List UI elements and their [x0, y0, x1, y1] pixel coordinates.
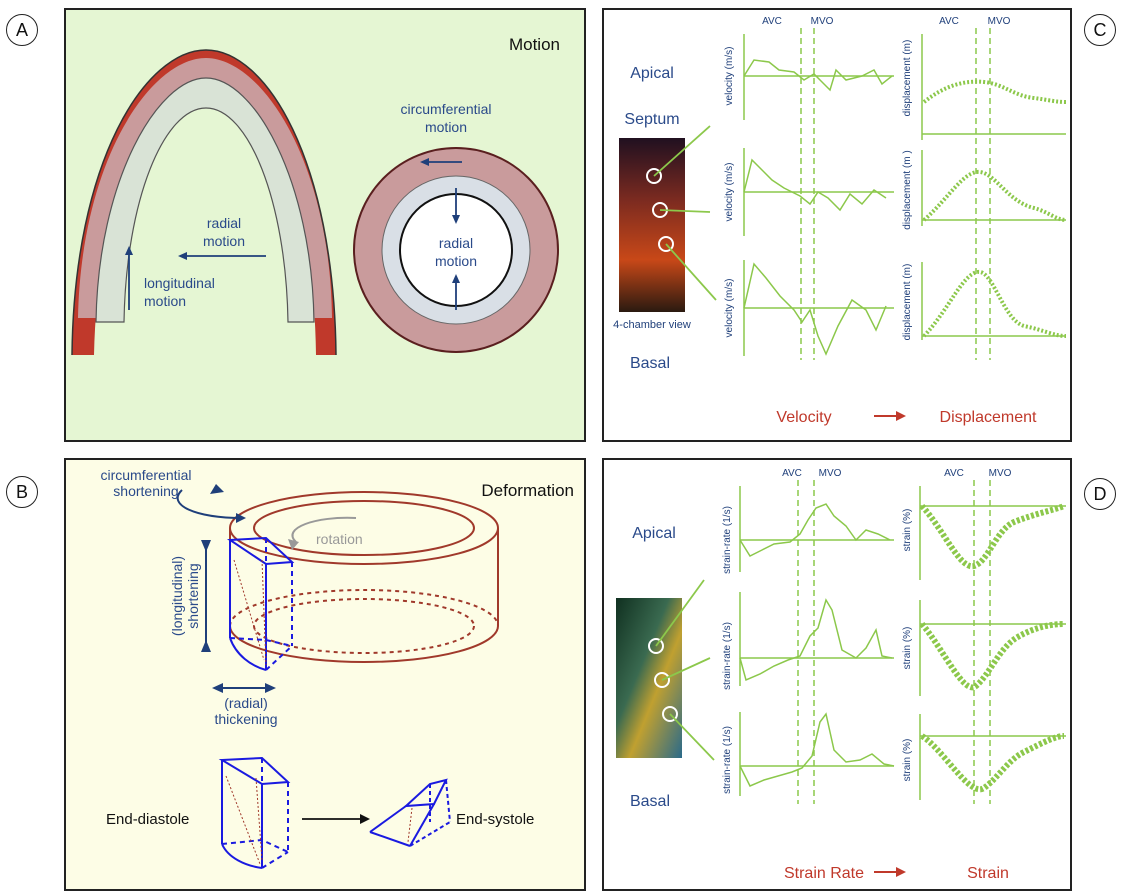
basal-label-d: Basal [630, 793, 670, 810]
velocity-displacement-chart: AVC MVO AVC MVO Apical Septum Basal 4-ch… [613, 16, 1067, 426]
longitudinal-motion-label-2: motion [144, 293, 186, 309]
event-markers-right [797, 480, 991, 804]
velocity-footer-label: Velocity [776, 409, 831, 426]
circumferential-shortening-label-2: shortening [113, 483, 178, 499]
panel-c-velocity-displacement: AVC MVO AVC MVO Apical Septum Basal 4-ch… [602, 8, 1072, 442]
cylinder-outer-top [229, 491, 499, 565]
motion-diagram: Motion radial motion longitudinal motion… [71, 35, 560, 356]
circumferential-shortening-arrow [176, 489, 243, 519]
longitudinal-shortening-label: (longitudinal) [169, 556, 185, 636]
displacement-axes [921, 34, 1066, 340]
deformation-diagram: Deformation rotation circumferen [100, 467, 574, 869]
strain-footer-label: Strain [967, 865, 1009, 882]
panel-d-badge: D [1084, 478, 1116, 510]
avc-label-left-d: AVC [782, 468, 802, 479]
velocity-axis-label-2: velocity (m/s) [724, 163, 735, 222]
panel-c-badge: C [1084, 14, 1116, 46]
panel-a-badge: A [6, 14, 38, 46]
displacement-axis-label-1: displacement (m) [902, 40, 913, 117]
apical-label-d: Apical [632, 525, 676, 542]
radial-thickening-label-2: thickening [214, 711, 277, 727]
avc-label-right: AVC [939, 16, 959, 27]
displacement-axis-label-2: displacement (m ) [902, 150, 913, 229]
myocardium-wall [78, 58, 332, 318]
event-markers-left [800, 28, 991, 360]
longitudinal-motion-label: longitudinal [144, 275, 215, 291]
avc-label-right-d: AVC [944, 468, 964, 479]
strain-axis-label-1: strain (%) [902, 509, 913, 552]
panel-a-title: Motion [509, 35, 560, 54]
radial-motion-label-2: motion [203, 233, 245, 249]
cylinder-outer-bottom [229, 625, 499, 663]
apical-label: Apical [630, 65, 674, 82]
circumferential-shortening-label: circumferential [100, 467, 191, 483]
endocardium-layer [95, 77, 315, 323]
strain-axis-label-3: strain (%) [902, 739, 913, 782]
strain-traces [919, 503, 1066, 793]
strain-rate-axis-label-3: strain-rate (1/s) [722, 726, 733, 794]
cylinder-inner-top [253, 500, 475, 556]
strain-rate-footer-label: Strain Rate [784, 865, 864, 882]
echo-image-strain [616, 598, 682, 758]
panel-b-title: Deformation [481, 481, 574, 500]
longitudinal-shortening-label-2: shortening [185, 563, 201, 628]
echo-image-4-chamber [619, 138, 685, 312]
mvo-label-right: MVO [988, 16, 1011, 27]
strain-axis-label-2: strain (%) [902, 627, 913, 670]
radial-center-label-2: motion [435, 253, 477, 269]
radial-motion-label: radial [207, 215, 241, 231]
velocity-traces [743, 34, 894, 356]
panel-b-badge: B [6, 476, 38, 508]
mvo-label-left-d: MVO [819, 468, 842, 479]
strain-rate-axis-label-1: strain-rate (1/s) [722, 506, 733, 574]
circumferential-motion-label: circumferential [400, 101, 491, 117]
panel-d-strain: AVC MVO AVC MVO Apical Basal [602, 458, 1072, 891]
end-systole-segment [369, 778, 451, 847]
radial-center-label: radial [439, 235, 473, 251]
velocity-axis-label-3: velocity (m/s) [724, 279, 735, 338]
velocity-axis-label-1: velocity (m/s) [724, 47, 735, 106]
panel-a-motion: Motion radial motion longitudinal motion… [64, 8, 586, 442]
strain-rate-strain-chart: AVC MVO AVC MVO Apical Basal [616, 468, 1066, 882]
displacement-footer-label: Displacement [940, 409, 1037, 426]
panel-b-deformation: Deformation rotation circumferen [64, 458, 586, 891]
circumferential-motion-label-2: motion [425, 119, 467, 135]
mvo-label-right-d: MVO [989, 468, 1012, 479]
septum-label: Septum [624, 111, 679, 128]
displacement-axis-label-3: displacement (m) [902, 264, 913, 341]
end-systole-label: End-systole [456, 811, 534, 828]
basal-label: Basal [630, 355, 670, 372]
avc-label-left: AVC [762, 16, 782, 27]
strain-rate-traces [739, 486, 895, 796]
four-chamber-view-label: 4-chamber view [613, 319, 691, 331]
strain-rate-axis-label-2: strain-rate (1/s) [722, 622, 733, 690]
displacement-traces [922, 79, 1067, 338]
rotation-label: rotation [316, 531, 363, 547]
mvo-label-left: MVO [811, 16, 834, 27]
rotation-arrow [291, 516, 357, 543]
end-diastole-label: End-diastole [106, 811, 189, 828]
radial-thickening-label: (radial) [224, 695, 268, 711]
